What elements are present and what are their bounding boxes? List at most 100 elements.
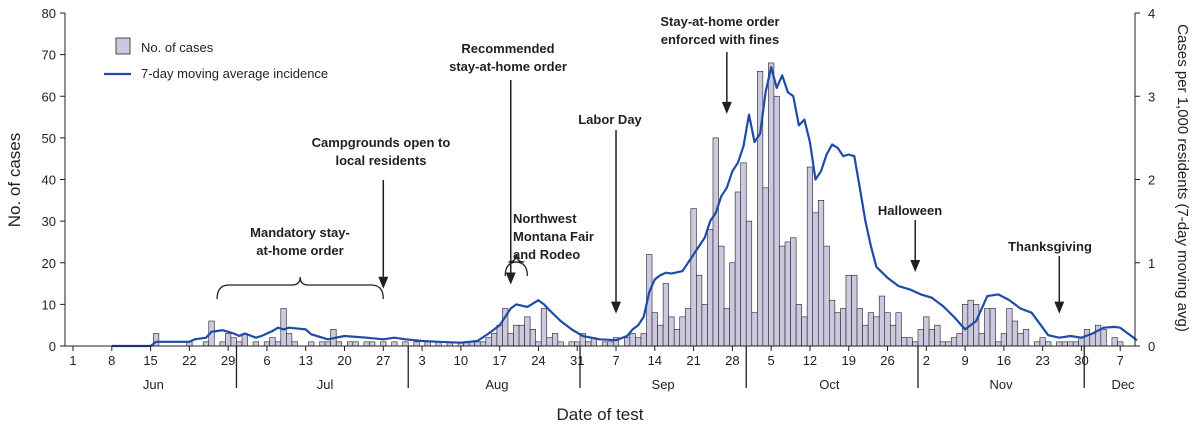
case-bar: [1039, 337, 1046, 347]
case-bar: [823, 245, 830, 347]
x-tick-label: 13: [298, 353, 312, 368]
case-bar: [1045, 341, 1052, 347]
y-tick-label: 40: [42, 173, 56, 188]
annotation-line: Montana Fair: [513, 229, 594, 244]
case-bar: [1095, 324, 1102, 347]
case-bar: [1034, 341, 1041, 347]
case-bar: [202, 341, 210, 347]
bar-series: [153, 62, 1124, 347]
case-bar: [945, 341, 952, 347]
case-bar: [568, 341, 575, 347]
case-bar: [324, 341, 331, 347]
annotation-label: Stay-at-home order enforced with fines: [660, 14, 779, 47]
x-tick-label: 22: [182, 353, 196, 368]
case-bar: [230, 337, 237, 347]
case-bar: [629, 333, 636, 347]
case-bar: [557, 341, 564, 347]
case-bar: [1017, 333, 1024, 347]
annotation-label: Halloween: [878, 203, 942, 218]
case-bar: [978, 333, 985, 347]
case-bar: [790, 237, 797, 347]
annotation-arrowhead: [721, 101, 732, 114]
month-label: Jun: [143, 377, 164, 392]
case-bar: [668, 316, 675, 347]
case-bar: [236, 341, 243, 347]
case-bar: [934, 324, 941, 347]
case-bar: [795, 304, 802, 347]
case-bar: [413, 341, 420, 347]
y-tick-label: 30: [42, 214, 56, 229]
case-bar: [995, 341, 1002, 347]
case-bar: [546, 337, 553, 347]
case-bar: [274, 341, 282, 347]
x-tick-label: 27: [376, 353, 390, 368]
legend: No. of cases 7-day moving average incide…: [104, 37, 328, 81]
case-bar: [479, 341, 487, 347]
case-bar: [878, 295, 886, 347]
case-bar: [701, 304, 708, 347]
case-bar: [657, 324, 664, 347]
annotation-label: Labor Day: [578, 112, 642, 127]
case-bar: [651, 312, 658, 347]
case-bar: [856, 308, 863, 347]
case-bar: [801, 316, 808, 347]
y2-tick-label: 1: [1148, 256, 1155, 271]
annotation-label: Northwest Montana Fair and Rodeo: [513, 211, 594, 262]
y2-axis-title: Cases per 1,000 residents (7-day moving …: [1174, 24, 1191, 332]
y-tick-label: 10: [42, 297, 56, 312]
case-bar: [928, 329, 935, 347]
month-label: Aug: [485, 377, 508, 392]
month-label: Sep: [652, 377, 675, 392]
x-tick-label: 14: [648, 353, 662, 368]
annotation-arrowhead: [611, 301, 622, 314]
annotation-line: Stay-at-home order: [660, 14, 779, 29]
case-bar: [950, 337, 958, 347]
case-bar: [513, 324, 520, 347]
case-bar: [895, 312, 902, 347]
case-bar: [263, 341, 271, 347]
case-bar: [751, 312, 758, 347]
case-bar: [402, 341, 409, 347]
case-bar: [867, 312, 874, 347]
case-bar: [734, 191, 741, 347]
case-bar: [346, 341, 354, 347]
x-tick-label: 26: [880, 353, 894, 368]
case-bar: [1100, 329, 1107, 347]
case-bar: [812, 212, 819, 347]
x-tick-label: 28: [725, 353, 739, 368]
y-tick-label: 70: [42, 48, 56, 63]
case-bar: [956, 333, 963, 347]
case-bar: [912, 341, 919, 347]
case-bar: [662, 283, 669, 347]
case-bar: [601, 341, 609, 347]
x-tick-label: 7: [612, 353, 619, 368]
case-bar: [851, 274, 858, 347]
case-bar: [225, 333, 232, 347]
case-bar: [784, 241, 791, 347]
case-bar: [873, 316, 880, 347]
case-bar: [219, 341, 226, 347]
case-bar: [1067, 341, 1074, 347]
annotation-label: Mandatory stay-at-home order: [250, 225, 350, 258]
x-tick-label: 31: [570, 353, 584, 368]
case-bar: [624, 337, 631, 347]
case-bar: [286, 333, 293, 347]
case-bar: [1072, 341, 1079, 347]
annotation-brace: [504, 253, 529, 277]
case-bar: [352, 341, 359, 347]
case-bar: [363, 341, 370, 347]
annotation-arrowhead: [910, 260, 921, 273]
x-tick-label: 7: [1117, 353, 1124, 368]
x-tick-label: 21: [686, 353, 700, 368]
case-bar: [252, 341, 259, 347]
case-bar: [989, 308, 996, 347]
case-bar: [269, 337, 276, 347]
annotation-arrowhead: [505, 272, 516, 285]
case-bar: [962, 304, 969, 347]
case-bar: [906, 337, 913, 347]
x-tick-label: 17: [492, 353, 506, 368]
case-bar: [535, 341, 542, 347]
y-tick-label: 20: [42, 256, 56, 271]
